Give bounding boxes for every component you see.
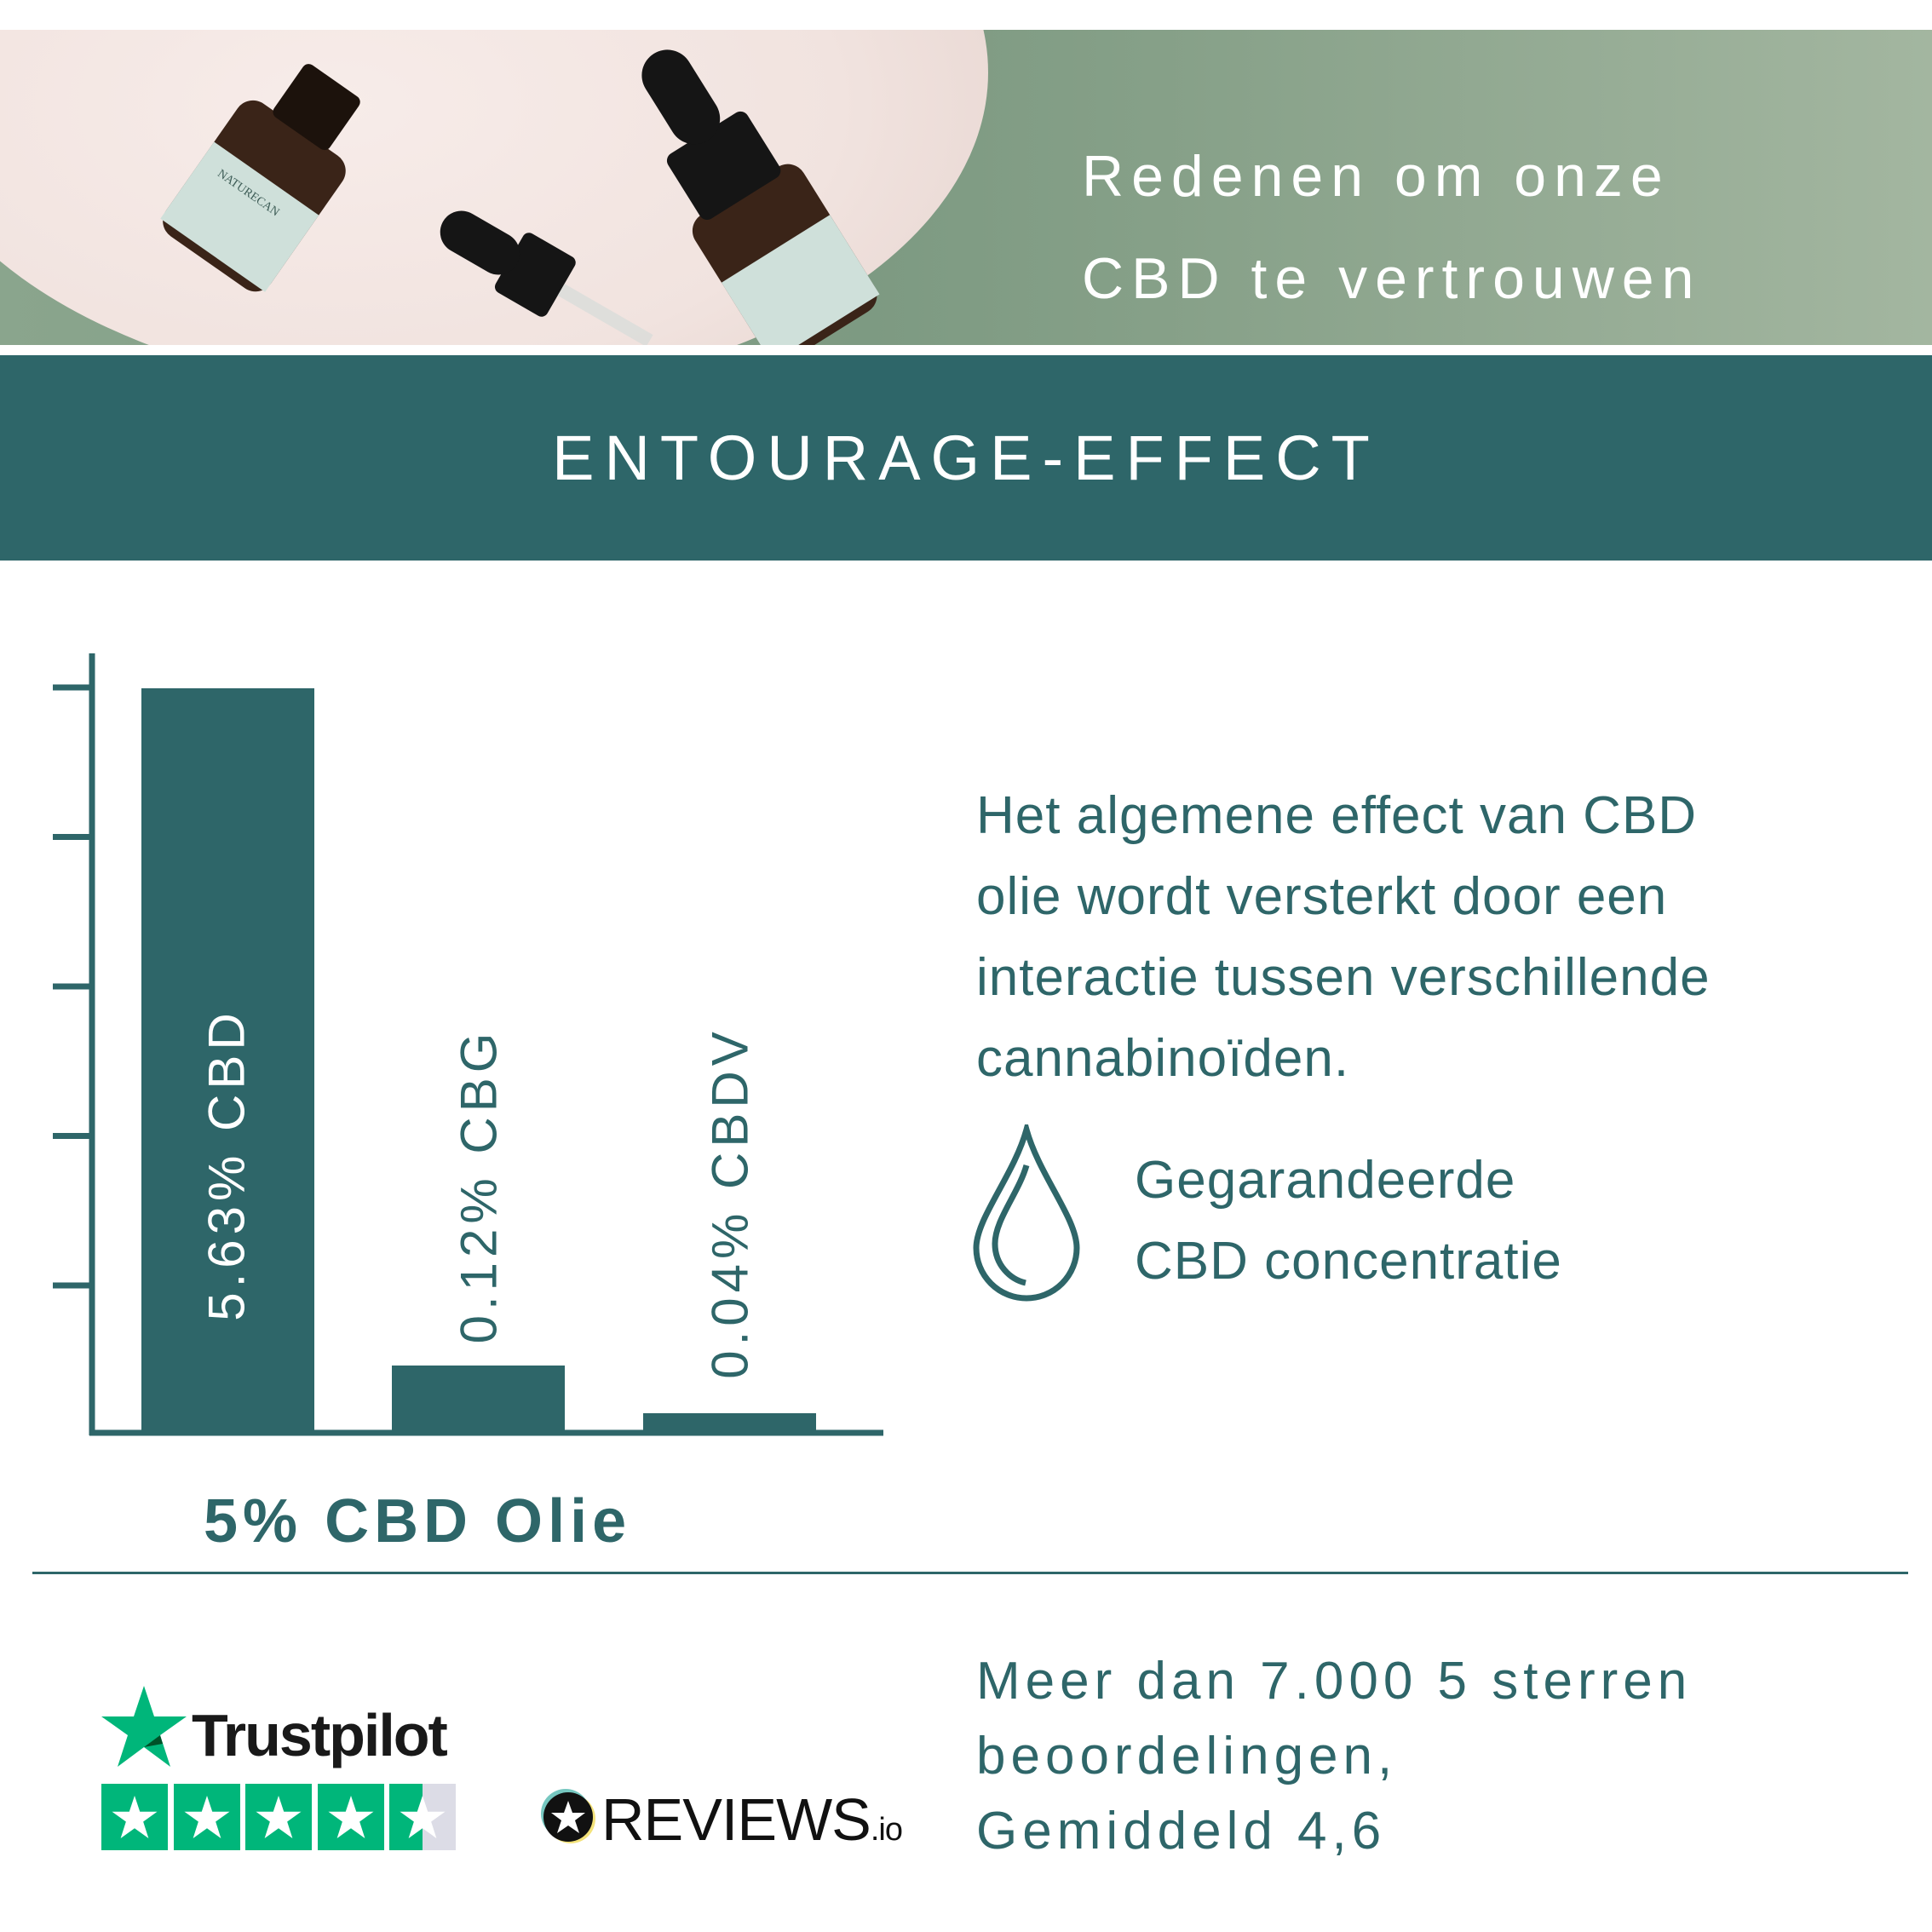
- description: Het algemene effect van CBD olie wordt v…: [976, 775, 1913, 1099]
- bar-chart: [53, 653, 883, 1436]
- trustpilot-star-box: [173, 1784, 240, 1850]
- bar-label: 0.12% CBG: [450, 1027, 507, 1344]
- bar-cbdv: [643, 1413, 816, 1433]
- divider: [32, 1572, 1908, 1574]
- reviews-line2: beoordelingen,: [976, 1727, 1398, 1785]
- product-bottles-image: NATURECAN: [160, 49, 880, 345]
- reviewsio-star-icon: [541, 1789, 595, 1843]
- trustpilot-star-box: [101, 1784, 168, 1850]
- hero-banner: NATURECAN Redenen om onze CBD te vertrou…: [0, 30, 1932, 345]
- bar-cbg: [392, 1366, 565, 1433]
- star-icon: [327, 1796, 374, 1838]
- reviews-line3: Gemiddeld 4,6: [976, 1802, 1387, 1860]
- trustpilot-wordmark: Trustpilot: [192, 1702, 448, 1768]
- hero-title-line1: Redenen om onze: [1082, 144, 1670, 209]
- description-line: interactie tussen verschillende: [976, 948, 1711, 1007]
- reviews-line1: Meer dan 7.000 5 sterren: [976, 1652, 1693, 1711]
- reviewsio-wordmark: REVIEWS.io: [601, 1785, 903, 1854]
- star-icon: [400, 1796, 446, 1838]
- hero-title: Redenen om onze CBD te vertrouwen: [1082, 125, 1701, 330]
- trustpilot-star-icon: [101, 1686, 187, 1767]
- guarantee-line2: CBD concentratie: [1135, 1232, 1562, 1291]
- section-title: ENTOURAGE-EFFECT: [552, 423, 1380, 493]
- section-band: ENTOURAGE-EFFECT: [0, 355, 1932, 561]
- bar-label: 0.04% CBDV: [701, 1026, 758, 1379]
- star-icon: [112, 1796, 158, 1838]
- reviews-summary: Meer dan 7.000 5 sterren beoordelingen, …: [976, 1644, 1692, 1869]
- reviewsio-name: REVIEWS: [601, 1786, 871, 1853]
- star-icon: [183, 1796, 230, 1838]
- trustpilot-rating-stars: [101, 1784, 456, 1850]
- bar-label: 5.63% CBD: [198, 1008, 255, 1321]
- star-icon: [256, 1796, 302, 1838]
- description-line: olie wordt versterkt door een: [976, 867, 1668, 926]
- description-line: Het algemene effect van CBD: [976, 786, 1698, 845]
- trustpilot-star-box: [245, 1784, 312, 1850]
- reviewsio-suffix: .io: [870, 1812, 903, 1848]
- trustpilot-star-box: [389, 1784, 456, 1850]
- chart-caption: 5% CBD Olie: [204, 1487, 632, 1555]
- guarantee-text: Gegarandeerde CBD concentratie: [1135, 1140, 1562, 1302]
- trustpilot-star-box: [317, 1784, 384, 1850]
- guarantee-line1: Gegarandeerde: [1135, 1151, 1516, 1210]
- bar-cbd: [141, 688, 314, 1433]
- drop-icon: [973, 1124, 1080, 1302]
- description-line: cannabinoïden.: [976, 1029, 1350, 1088]
- hero-title-line2: CBD te vertrouwen: [1082, 246, 1702, 311]
